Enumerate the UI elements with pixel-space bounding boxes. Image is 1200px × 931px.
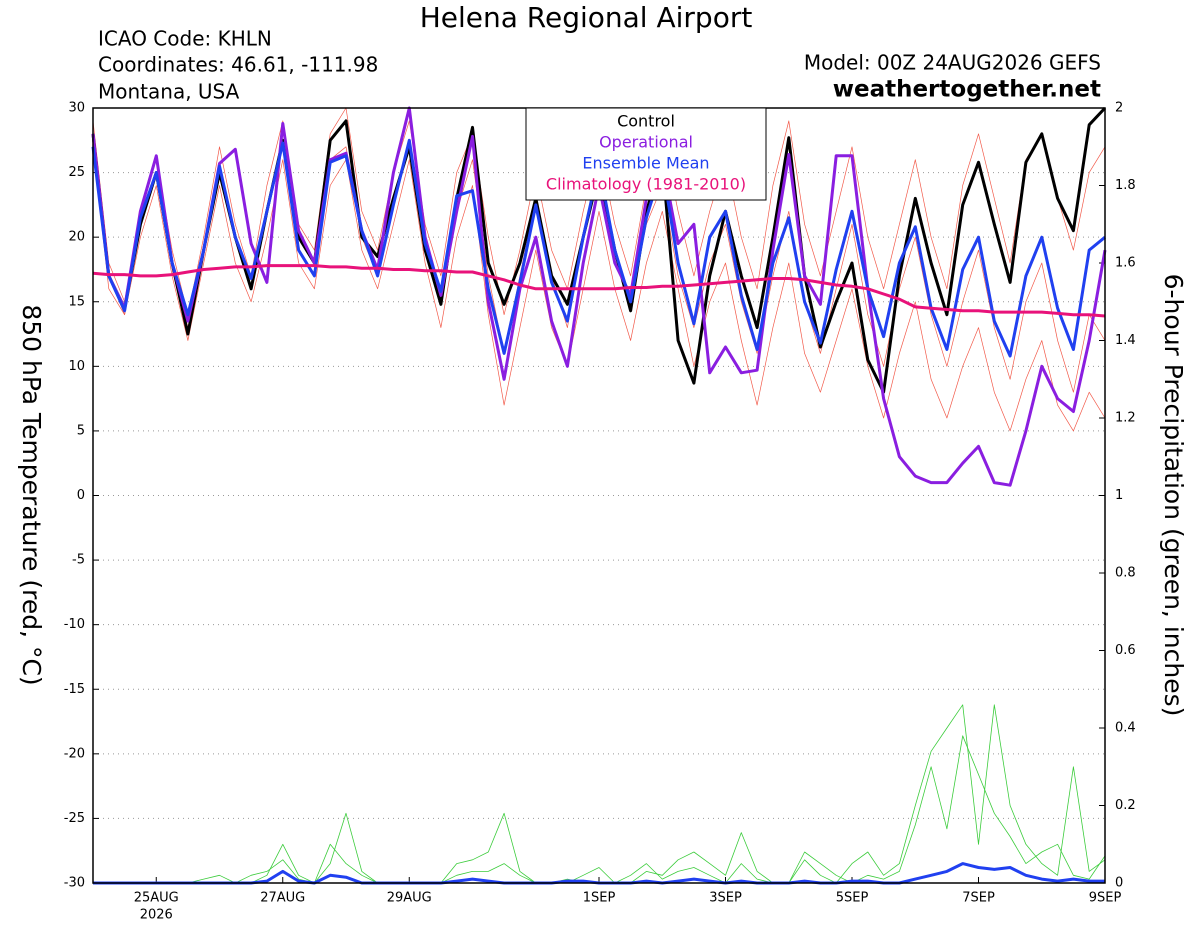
x-tick-label: 29AUG (387, 891, 432, 906)
y-tick-label: 20 (68, 230, 85, 245)
y-tick-label: 10 (68, 359, 85, 374)
y-tick-label: 0 (77, 488, 85, 503)
chart-title: Helena Regional Airport (420, 1, 753, 34)
x-tick-label: 5SEP (836, 891, 869, 906)
y2-tick-label: 1.8 (1115, 178, 1136, 193)
site-link[interactable]: weathertogether.net (833, 77, 1101, 103)
y-tick-label: -30 (64, 876, 85, 891)
line (93, 704, 1106, 884)
y-tick-label: 25 (68, 165, 85, 180)
legend-entry: Control (617, 112, 675, 131)
line (92, 146, 1106, 432)
y-tick-label: -15 (64, 682, 85, 697)
legend-box (525, 107, 767, 201)
x-year-label: 2026 (140, 908, 173, 923)
y2-tick-label: 2 (1115, 101, 1123, 116)
y2-tick-label: 0.6 (1115, 643, 1136, 658)
y-tick-label: 30 (68, 101, 85, 116)
x-tick-label: 9SEP (1089, 891, 1122, 906)
y-tick-label: -25 (64, 811, 85, 826)
x-tick-label: 27AUG (260, 891, 305, 906)
info-line: Montana, USA (98, 80, 240, 104)
line (92, 264, 1106, 318)
y-tick-label: -5 (72, 553, 85, 568)
y2-tick-label: 0.2 (1115, 798, 1136, 813)
y2-tick-label: 0.4 (1115, 721, 1136, 736)
x-tick-label: 25AUG (134, 891, 179, 906)
y2-tick-label: 0.8 (1115, 566, 1136, 581)
y2-tick-label: 1.4 (1115, 333, 1136, 348)
y-tick-label: -10 (64, 617, 85, 632)
y2-tick-label: 0 (1115, 876, 1123, 891)
legend-entry: Operational (599, 133, 693, 152)
y-tick-label: 15 (68, 294, 85, 309)
x-tick-label: 1SEP (583, 891, 616, 906)
y-tick-label: -20 (64, 746, 85, 761)
y-tick-label: 5 (77, 423, 85, 438)
x-tick-label: 7SEP (962, 891, 995, 906)
info-line: ICAO Code: KHLN (98, 27, 272, 51)
y2-tick-label: 1.6 (1115, 256, 1136, 271)
y2-axis-label: 6-hour Precipitation (green, inches) (1159, 274, 1188, 717)
info-line: Coordinates: 46.61, -111.98 (98, 53, 378, 77)
model-info: Model: 00Z 24AUG2026 GEFS (804, 51, 1101, 75)
legend-entry: Ensemble Mean (582, 154, 709, 173)
x-tick-label: 3SEP (709, 891, 742, 906)
y2-tick-label: 1 (1115, 488, 1123, 503)
y2-tick-label: 1.2 (1115, 411, 1136, 426)
y-axis-label: 850 hPa Temperature (red, °C) (17, 304, 46, 685)
legend-entry: Climatology (1981-2010) (546, 175, 746, 194)
